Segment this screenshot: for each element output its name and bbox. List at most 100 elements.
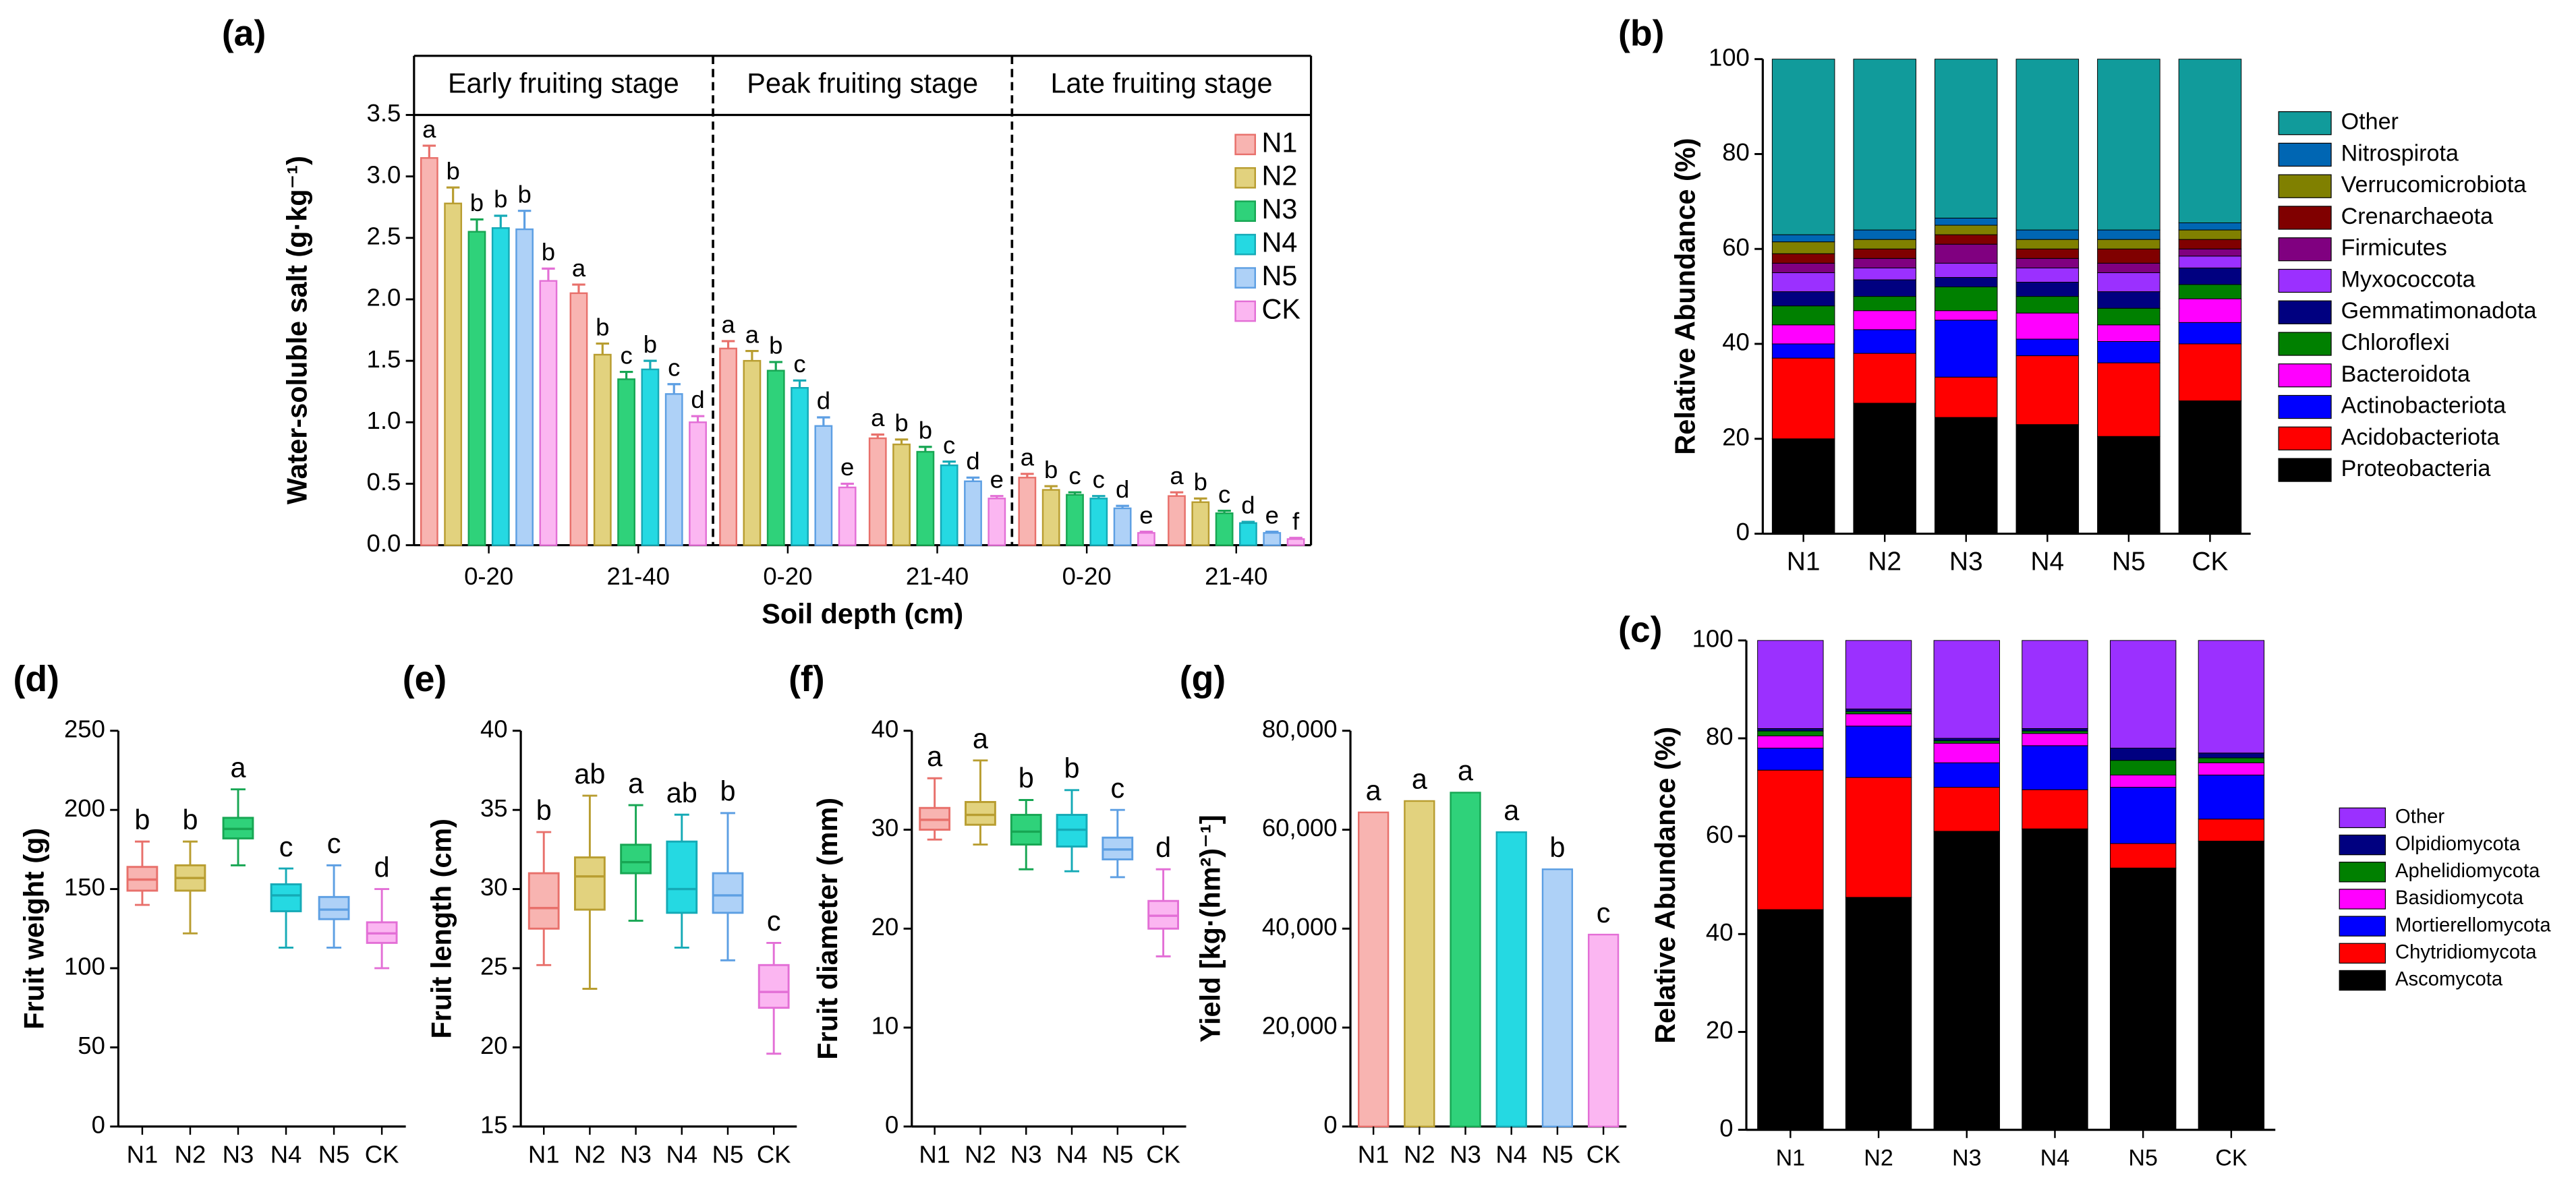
box — [712, 872, 744, 914]
y-tick-label: 0 — [1323, 1111, 1337, 1138]
bar-segment — [2109, 787, 2177, 844]
significance-letter: b — [596, 313, 609, 341]
legend-swatch — [2278, 394, 2332, 419]
y-tick-label: 60 — [1722, 233, 1750, 261]
panel-label: (g) — [1180, 659, 1226, 699]
bar-segment — [1853, 239, 1916, 249]
significance-letter: d — [1116, 475, 1129, 503]
bar-segment — [1853, 403, 1916, 535]
bar — [1168, 495, 1186, 546]
bar-segment — [1853, 353, 1916, 404]
bar-segment — [2178, 256, 2242, 268]
significance-letter: b — [720, 776, 735, 807]
bar-segment — [1771, 305, 1835, 326]
legend-swatch — [1234, 300, 1257, 322]
error-bar — [1265, 530, 1279, 533]
significance-letter: c — [620, 341, 632, 369]
legend-swatch — [2278, 237, 2332, 262]
significance-letter: b — [1194, 468, 1207, 496]
x-tick-label: CK — [2215, 1145, 2248, 1171]
bar-segment — [2015, 424, 2080, 535]
significance-letter: c — [279, 831, 293, 862]
legend-label: Nitrospirota — [2341, 140, 2459, 166]
significance-letter: d — [817, 387, 830, 415]
x-tick-label: N3 — [1949, 547, 1983, 576]
legend-label: Other — [2341, 109, 2399, 135]
y-tick-label: 20 — [871, 913, 899, 941]
y-axis-label: Fruit diameter (mm) — [812, 798, 843, 1060]
bar — [892, 443, 911, 546]
bar — [1018, 477, 1037, 546]
y-tick-label: 60 — [1706, 821, 1734, 848]
bar-segment — [1757, 730, 1824, 736]
x-tick-label: CK — [1586, 1140, 1621, 1168]
y-tick-label: 60,000 — [1262, 814, 1338, 841]
y-tick-label: 0 — [92, 1111, 105, 1138]
bar-segment — [2022, 640, 2088, 729]
legend-swatch — [2339, 889, 2386, 910]
y-tick-label: 2.5 — [367, 222, 401, 249]
legend-label: Acidobacteriota — [2341, 424, 2500, 450]
y-tick-label: 100 — [1709, 43, 1750, 71]
error-bar — [1021, 473, 1034, 478]
legend-swatch — [2339, 862, 2386, 883]
significance-letter: b — [894, 409, 908, 437]
bar-segment — [2097, 272, 2160, 293]
bar — [515, 228, 534, 546]
error-bar — [494, 214, 508, 229]
facet-label: Early fruiting stage — [448, 68, 679, 99]
bar-segment — [2097, 59, 2160, 231]
bar-segment — [1853, 229, 1916, 240]
significance-letter: b — [769, 332, 782, 359]
bar — [1587, 933, 1620, 1127]
error-bar — [942, 461, 956, 466]
error-bar — [1218, 509, 1231, 514]
box — [1010, 814, 1042, 846]
y-tick-label: 40 — [1722, 328, 1750, 356]
y-tick-label: 15 — [480, 1111, 508, 1138]
x-tick-label: N2 — [175, 1140, 206, 1168]
legend-swatch — [1234, 267, 1257, 289]
bar-segment — [1853, 296, 1916, 312]
y-tick-label: 40 — [480, 715, 508, 742]
legend-label: CK — [1262, 293, 1301, 324]
error-bar — [422, 144, 436, 158]
significance-letter: c — [1597, 897, 1611, 928]
bar-segment — [2109, 640, 2177, 749]
bar — [1495, 831, 1527, 1127]
bar-segment — [2198, 819, 2265, 841]
bar-segment — [2109, 774, 2177, 788]
x-tick-label: N2 — [574, 1140, 606, 1168]
x-tick-label: N4 — [666, 1140, 697, 1168]
bar-segment — [1853, 59, 1916, 231]
x-tick-label: N3 — [1010, 1140, 1042, 1168]
significance-letter: a — [745, 320, 760, 348]
bar-segment — [1933, 740, 2000, 744]
legend-swatch — [2339, 916, 2386, 937]
significance-letter: a — [422, 115, 436, 143]
legend-swatch — [2339, 834, 2386, 856]
legend-swatch — [2278, 206, 2332, 230]
error-bar — [919, 446, 932, 452]
bar — [964, 480, 982, 546]
error-bar — [517, 210, 532, 230]
bar-segment — [2178, 298, 2242, 323]
bar-segment — [1934, 276, 1998, 288]
bar-segment — [2015, 248, 2080, 259]
error-bar — [691, 415, 705, 423]
error-bar — [470, 218, 484, 232]
bar-segment — [1934, 320, 1998, 378]
bar-segment — [2097, 307, 2160, 326]
bar-segment — [2198, 774, 2265, 820]
y-axis-label: Fruit weight (g) — [19, 828, 50, 1030]
error-bar — [1139, 530, 1153, 533]
bar-segment — [1771, 59, 1835, 235]
x-tick-label: 21-40 — [1205, 562, 1267, 590]
bar-segment — [2015, 312, 2080, 340]
y-axis-label: Fruit length (cm) — [426, 819, 457, 1039]
bar-segment — [1845, 711, 1912, 715]
box — [318, 895, 350, 920]
legend-label: N3 — [1262, 194, 1298, 225]
significance-letter: c — [1068, 462, 1081, 490]
